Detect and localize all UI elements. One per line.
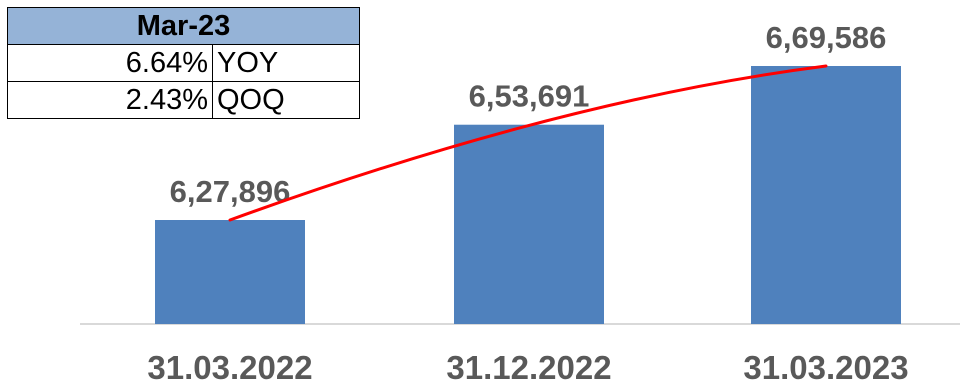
qoq-label: QOQ	[212, 81, 360, 119]
x-tick-labels-group: 31.03.2022 31.12.2022 31.03.2023	[147, 349, 908, 386]
x-tick-label-2: 31.12.2022	[446, 349, 611, 386]
summary-table-row-yoy: 6.64% YOY	[7, 44, 360, 82]
summary-table-header-row: Mar-23	[7, 7, 360, 45]
summary-table: Mar-23 6.64% YOY 2.43% QOQ	[7, 7, 360, 119]
bars-group	[155, 66, 901, 324]
trend-line	[228, 64, 828, 222]
bar-3	[751, 66, 901, 324]
yoy-label: YOY	[212, 44, 360, 82]
qoq-value: 2.43%	[7, 81, 213, 119]
bar-2	[454, 124, 604, 324]
value-label-1: 6,27,896	[170, 174, 291, 209]
value-label-2: 6,53,691	[469, 79, 590, 114]
summary-table-row-qoq: 2.43% QOQ	[7, 81, 360, 119]
yoy-value: 6.64%	[7, 44, 213, 82]
value-label-3: 6,69,586	[766, 20, 887, 55]
value-labels-group: 6,27,896 6,53,691 6,69,586	[170, 20, 887, 209]
x-tick-label-3: 31.03.2023	[743, 349, 908, 386]
summary-table-header: Mar-23	[7, 7, 360, 45]
bar-1	[155, 220, 305, 324]
x-tick-label-1: 31.03.2022	[147, 349, 312, 386]
